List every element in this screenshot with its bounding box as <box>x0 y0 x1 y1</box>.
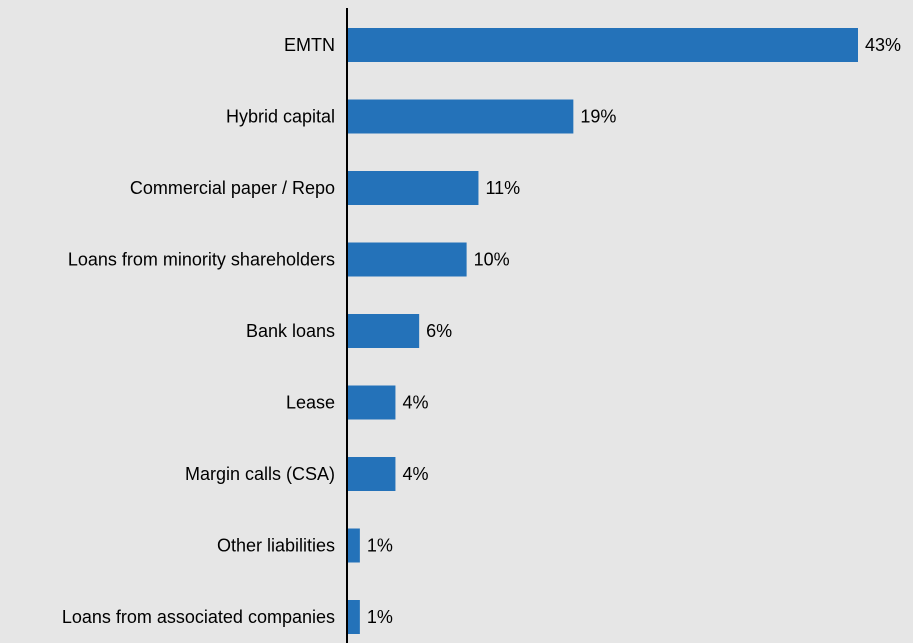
category-label-3: Loans from minority shareholders <box>68 250 335 270</box>
bars-group <box>348 28 858 634</box>
category-labels-group: EMTN Hybrid capital Commercial paper / Rep… <box>62 35 335 627</box>
category-label-8: Loans from associated companies <box>62 607 335 627</box>
value-label-6: 4% <box>402 464 428 484</box>
bar-1 <box>348 99 574 134</box>
category-label-0: EMTN <box>284 35 335 55</box>
bar-0 <box>348 28 858 62</box>
bar-7 <box>348 528 360 563</box>
category-label-5: Lease <box>286 393 335 413</box>
category-label-6: Margin calls (CSA) <box>185 464 335 484</box>
bar-8 <box>348 600 360 634</box>
value-label-4: 6% <box>426 321 452 341</box>
category-label-7: Other liabilities <box>217 536 335 556</box>
category-label-4: Bank loans <box>246 321 335 341</box>
category-label-2: Commercial paper / Repo <box>130 178 335 198</box>
value-label-2: 11% <box>485 178 520 198</box>
value-labels-group: 43% 19% 11% 10% 6% 4% 4% 1% 1% <box>367 35 901 627</box>
bar-2 <box>348 171 479 205</box>
value-label-7: 1% <box>367 536 393 556</box>
bar-5 <box>348 385 396 420</box>
value-label-0: 43% <box>865 35 901 55</box>
category-label-1: Hybrid capital <box>226 107 335 127</box>
bar-6 <box>348 457 396 491</box>
bar-3 <box>348 242 467 277</box>
value-label-1: 19% <box>580 107 616 127</box>
value-label-5: 4% <box>402 393 428 413</box>
bar-4 <box>348 314 420 348</box>
value-label-8: 1% <box>367 607 393 627</box>
value-label-3: 10% <box>474 250 510 270</box>
